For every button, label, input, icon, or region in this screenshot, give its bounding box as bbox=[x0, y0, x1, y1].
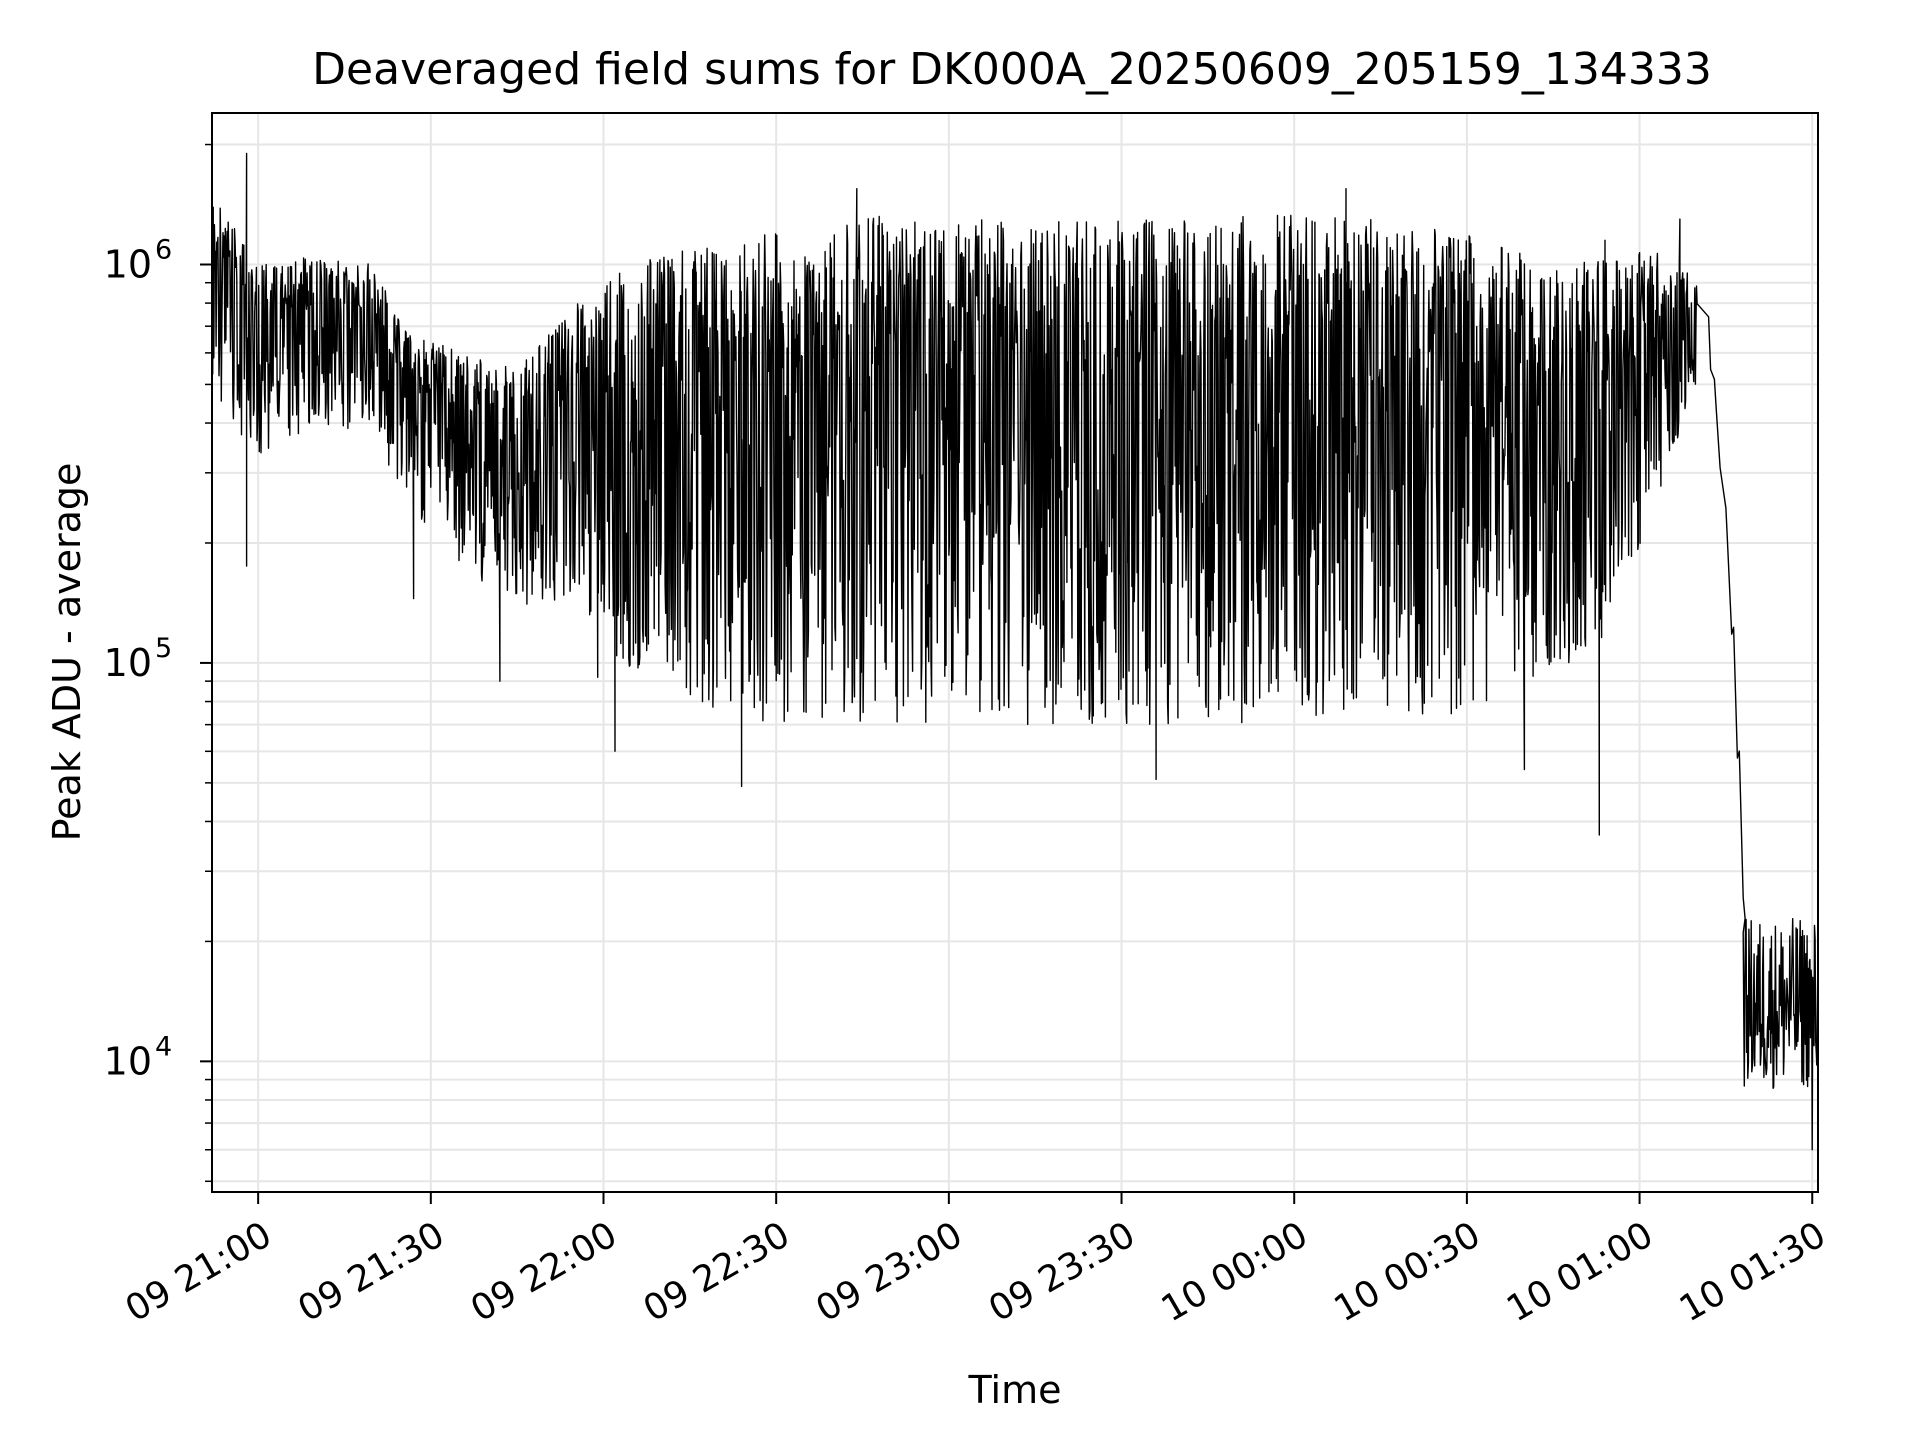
y-tick-label: 10 6 bbox=[104, 234, 173, 286]
chart-title: Deaveraged field sums for DK000A_2025060… bbox=[312, 44, 1712, 95]
x-axis-label: Time bbox=[968, 1368, 1062, 1412]
y-tick-label: 10 4 bbox=[104, 1031, 173, 1083]
y-tick-label-exponent: 4 bbox=[155, 1031, 172, 1062]
y-tick-label: 10 5 bbox=[104, 633, 173, 685]
y-tick-label-base: 10 bbox=[104, 641, 152, 685]
y-tick-label-exponent: 5 bbox=[155, 633, 172, 664]
y-tick-label-exponent: 6 bbox=[155, 234, 172, 265]
plot-frame bbox=[211, 112, 1819, 1193]
y-tick-label-base: 10 bbox=[104, 242, 152, 286]
y-axis-label: Peak ADU - average bbox=[45, 463, 89, 842]
series-line-peak-adu bbox=[212, 152, 1818, 1151]
y-tick-label-base: 10 bbox=[104, 1039, 152, 1083]
plot-area bbox=[212, 152, 1818, 1151]
